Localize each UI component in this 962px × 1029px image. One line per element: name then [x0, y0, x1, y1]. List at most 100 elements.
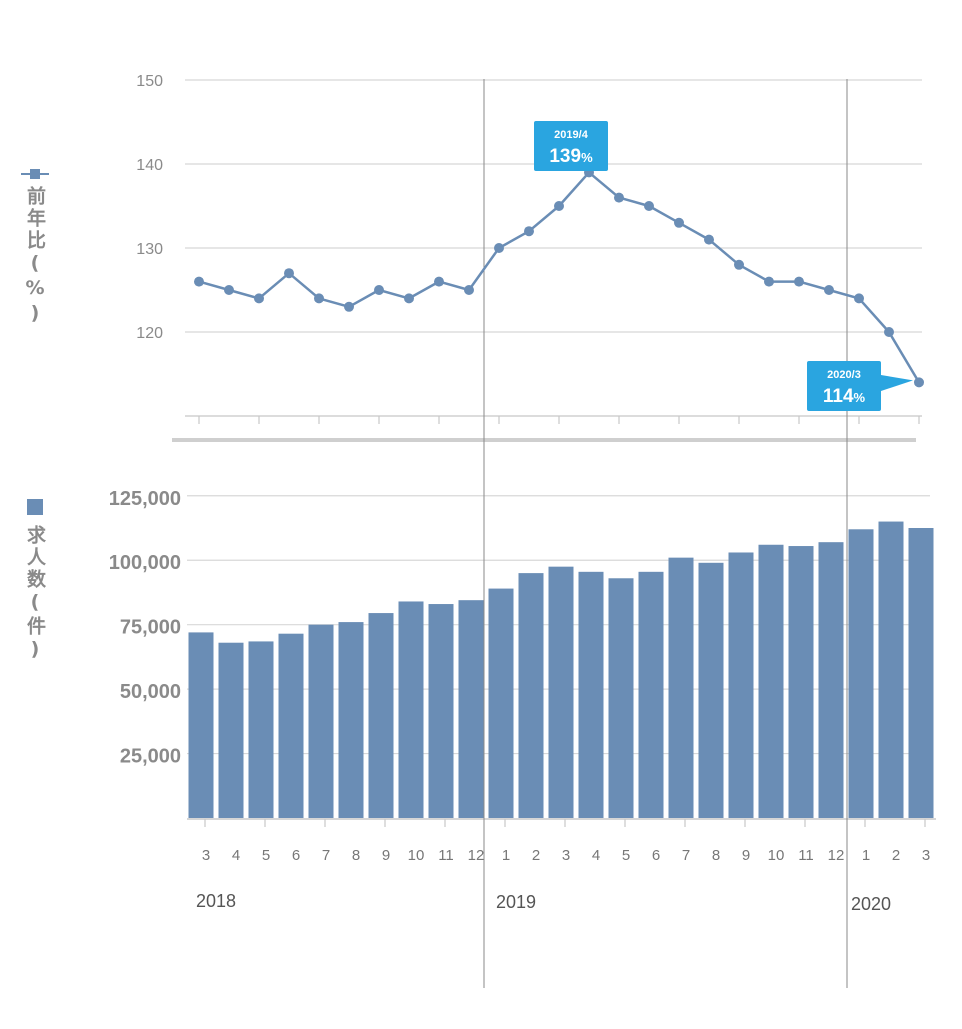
bar [338, 622, 364, 818]
line-point [464, 285, 474, 295]
bar [308, 624, 334, 818]
callout-value: 114% [823, 386, 866, 407]
callout-value-number: 139 [549, 146, 581, 167]
line-point [314, 293, 324, 304]
line-point [614, 192, 624, 203]
callout-value: 139% [549, 146, 593, 167]
callout-pointer [881, 375, 913, 391]
bar [278, 633, 304, 818]
bar [638, 571, 664, 818]
month-tick-label: 3 [562, 847, 570, 864]
bar [848, 529, 874, 818]
bar [698, 562, 724, 818]
bar [518, 573, 544, 818]
month-tick-label: 5 [262, 847, 270, 864]
line-point [644, 201, 654, 211]
year-label: 2019 [496, 892, 536, 912]
month-tick-label: 10 [408, 847, 425, 864]
month-tick-label: 9 [382, 847, 390, 864]
bar-ytick-label: 100,000 [109, 552, 181, 574]
bar-ytick-label: 50,000 [120, 681, 181, 703]
line-point [704, 234, 714, 245]
bar [368, 613, 394, 818]
bar [248, 641, 274, 818]
bar-legend-icon [27, 499, 43, 515]
line-ytick-label: 120 [136, 325, 163, 342]
line-point [884, 327, 894, 337]
bar [488, 588, 514, 818]
month-tick-label: 9 [742, 847, 750, 864]
month-tick-label: 7 [322, 847, 330, 864]
month-tick-label: 1 [862, 847, 870, 864]
line-point [344, 301, 354, 312]
bar [188, 632, 214, 818]
line-legend-icon [21, 168, 49, 180]
bar [668, 557, 694, 818]
month-tick-label: 4 [592, 847, 600, 864]
month-tick-label: 2 [532, 847, 540, 864]
line-point [254, 293, 264, 304]
month-tick-label: 10 [768, 847, 785, 864]
bar [728, 552, 754, 818]
callout-box [807, 361, 881, 411]
line-point [524, 226, 534, 237]
month-tick-label: 3 [202, 847, 210, 864]
callout-value-unit: % [854, 390, 866, 405]
line-point [404, 293, 414, 304]
month-tick-label: 6 [652, 847, 660, 864]
line-point [554, 201, 564, 211]
bar [908, 528, 934, 818]
bar [608, 578, 634, 818]
callout-date: 2019/4 [554, 129, 589, 141]
month-tick-label: 6 [292, 847, 300, 864]
month-tick-label: 7 [682, 847, 690, 864]
line-legend-label: 前年比(%) [24, 186, 46, 327]
bar [458, 600, 484, 818]
line-ytick-label: 150 [136, 73, 163, 90]
bar [428, 604, 454, 818]
bar [398, 601, 424, 818]
line-point [194, 276, 204, 287]
callout-value-number: 114 [823, 386, 854, 407]
month-tick-label: 5 [622, 847, 630, 864]
month-tick-label: 4 [232, 847, 240, 864]
bar [218, 642, 244, 818]
month-tick-label: 1 [502, 847, 510, 864]
bar-ytick-label: 75,000 [120, 617, 181, 639]
line-point [674, 217, 684, 228]
line-ytick-label: 130 [136, 241, 163, 258]
line-ytick-label: 140 [136, 157, 163, 174]
line-point [734, 259, 744, 270]
line-point [224, 285, 234, 295]
bar [758, 544, 784, 818]
bar-ytick-label: 125,000 [109, 488, 181, 510]
line-point [494, 243, 504, 253]
bar-legend-label: 求人数(件) [24, 525, 46, 663]
month-tick-label: 11 [438, 847, 454, 864]
callout-date: 2020/3 [827, 369, 861, 381]
line-point [374, 285, 384, 295]
month-tick-label: 2 [892, 847, 900, 864]
month-tick-label: 11 [798, 847, 814, 864]
callout-box [534, 121, 608, 171]
line-point [434, 276, 444, 287]
bar-ytick-label: 25,000 [120, 746, 181, 768]
bar [788, 546, 814, 818]
month-tick-label: 8 [712, 847, 720, 864]
year-label: 2018 [196, 891, 236, 911]
callout-value-unit: % [581, 150, 593, 165]
line-point [284, 268, 294, 279]
line-point [914, 377, 924, 388]
bar [578, 571, 604, 818]
line-point [764, 276, 774, 287]
month-tick-label: 8 [352, 847, 360, 864]
month-tick-label: 12 [468, 847, 485, 864]
month-tick-label: 12 [828, 847, 845, 864]
line-point [794, 276, 804, 287]
month-tick-label: 3 [922, 847, 930, 864]
year-label: 2020 [851, 894, 891, 914]
line-point [854, 293, 864, 304]
bar [548, 566, 574, 818]
